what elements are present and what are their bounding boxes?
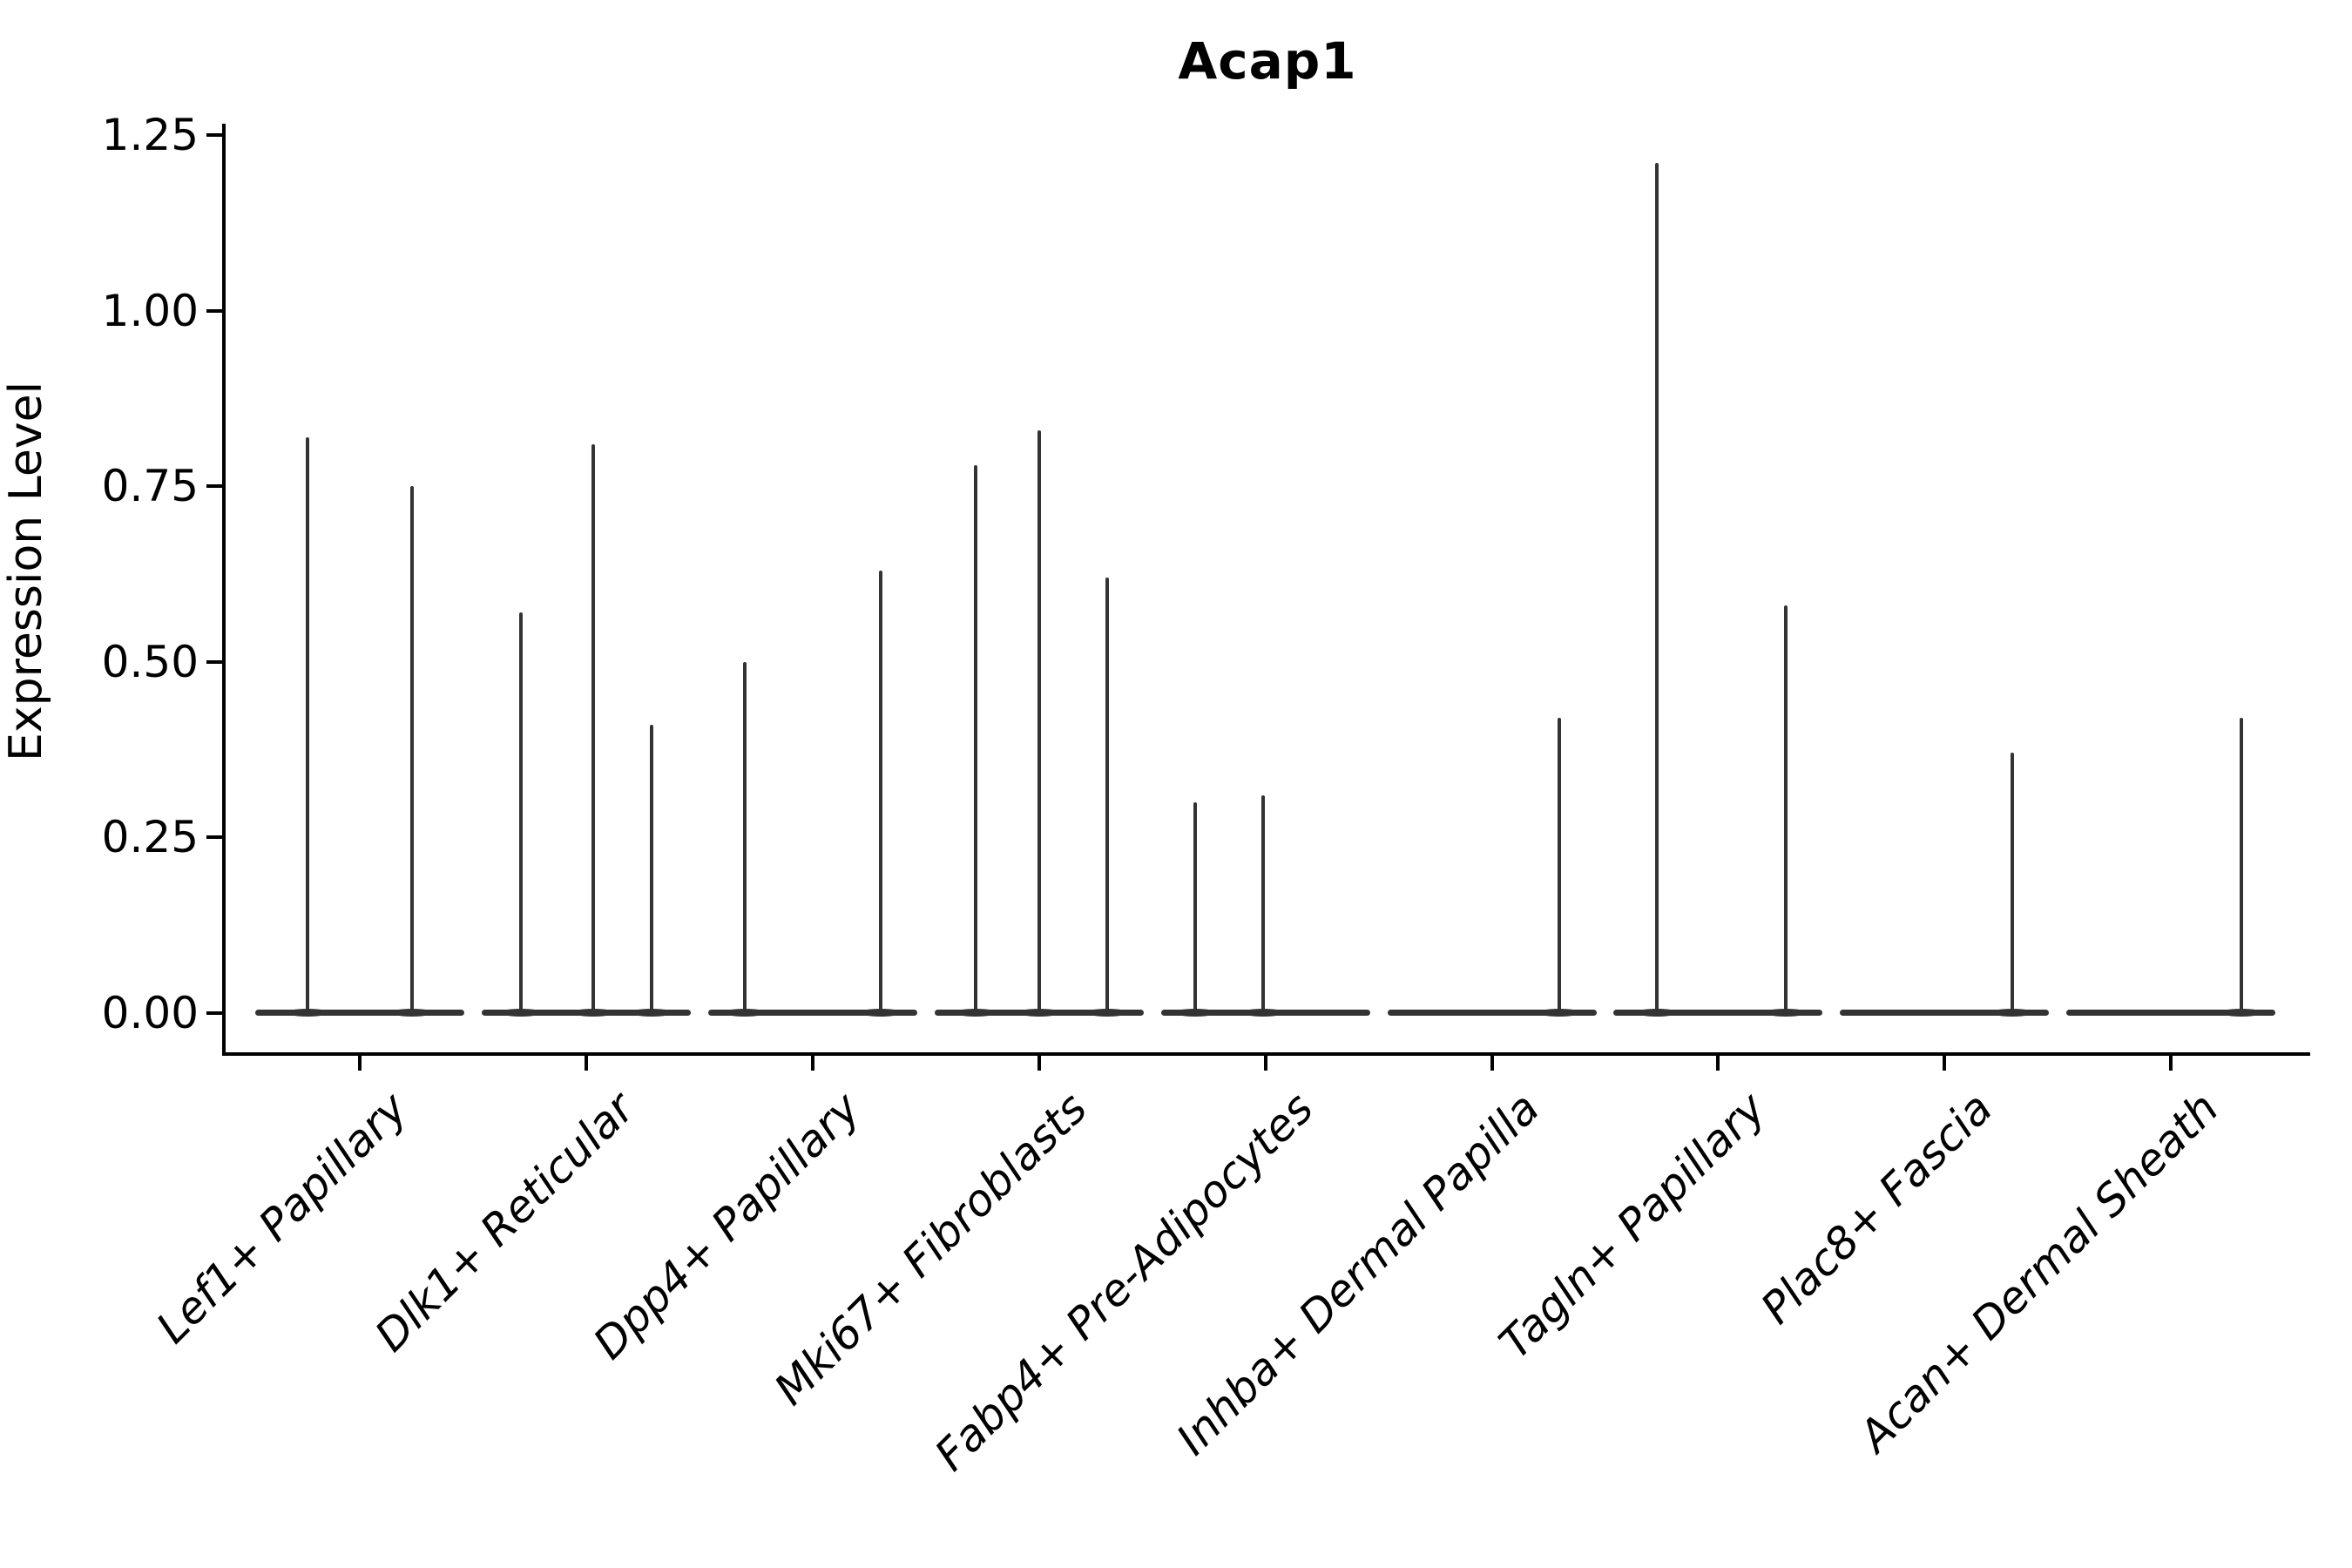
x-axis-spine <box>222 1052 2310 1056</box>
x-tick <box>1943 1056 1947 1071</box>
y-tick-label: 0.50 <box>101 636 199 687</box>
x-tick <box>358 1056 362 1071</box>
violin-spike <box>1037 429 1041 1016</box>
x-tick <box>810 1056 814 1071</box>
violin-spike <box>1655 163 1659 1016</box>
x-tick <box>584 1056 588 1071</box>
y-tick <box>206 308 222 313</box>
violin-spike <box>409 486 414 1016</box>
y-tick <box>206 835 222 839</box>
violin-spike <box>306 436 310 1016</box>
x-tick-label: Fabp4+ Pre-Adipocytes <box>925 1083 1323 1481</box>
y-tick <box>206 1010 222 1015</box>
x-tick <box>1037 1056 1041 1071</box>
y-tick-label: 0.00 <box>101 987 199 1038</box>
violin-spike <box>518 612 523 1016</box>
violin-spike <box>2239 717 2243 1016</box>
x-tick-label: Acan+ Dermal Sheath <box>1849 1083 2229 1462</box>
y-tick <box>206 484 222 488</box>
y-tick-label: 0.25 <box>101 812 199 862</box>
violin-spike <box>973 464 977 1016</box>
violin-baseline <box>707 1010 917 1016</box>
y-tick-label: 0.75 <box>101 461 199 511</box>
x-tick-label: Plac8+ Fascia <box>1751 1083 2003 1334</box>
y-tick <box>206 659 222 664</box>
y-tick <box>206 133 222 137</box>
y-tick-label: 1.00 <box>101 285 199 336</box>
violin-spike <box>591 443 595 1016</box>
violin-spike <box>650 725 654 1016</box>
violin-baseline <box>255 1010 464 1016</box>
violin-spike <box>1105 577 1109 1016</box>
x-tick <box>1263 1056 1267 1071</box>
x-tick <box>2169 1056 2173 1071</box>
y-axis-label: Expression Level <box>0 381 52 762</box>
violin-spike <box>1558 717 1562 1016</box>
x-tick <box>1716 1056 1720 1071</box>
x-tick-label: Lef1+ Papillary <box>146 1083 418 1354</box>
violin-baseline <box>1387 1010 1597 1016</box>
violin-baseline <box>1840 1010 2050 1016</box>
chart-title: Acap1 <box>1178 31 1357 91</box>
violin-spike <box>1261 794 1265 1016</box>
violin-baseline <box>2066 1010 2276 1016</box>
x-tick-label: Inhba+ Dermal Papilla <box>1167 1083 1550 1465</box>
violin-spike <box>742 661 747 1016</box>
violin-spike <box>878 570 882 1016</box>
violin-spike <box>2011 753 2015 1016</box>
y-axis-spine <box>222 124 226 1056</box>
violin-spike <box>1784 605 1788 1016</box>
violin-baseline <box>1613 1010 1823 1016</box>
y-tick-label: 1.25 <box>101 110 199 160</box>
violin-spike <box>1193 801 1198 1016</box>
x-tick <box>1490 1056 1494 1071</box>
